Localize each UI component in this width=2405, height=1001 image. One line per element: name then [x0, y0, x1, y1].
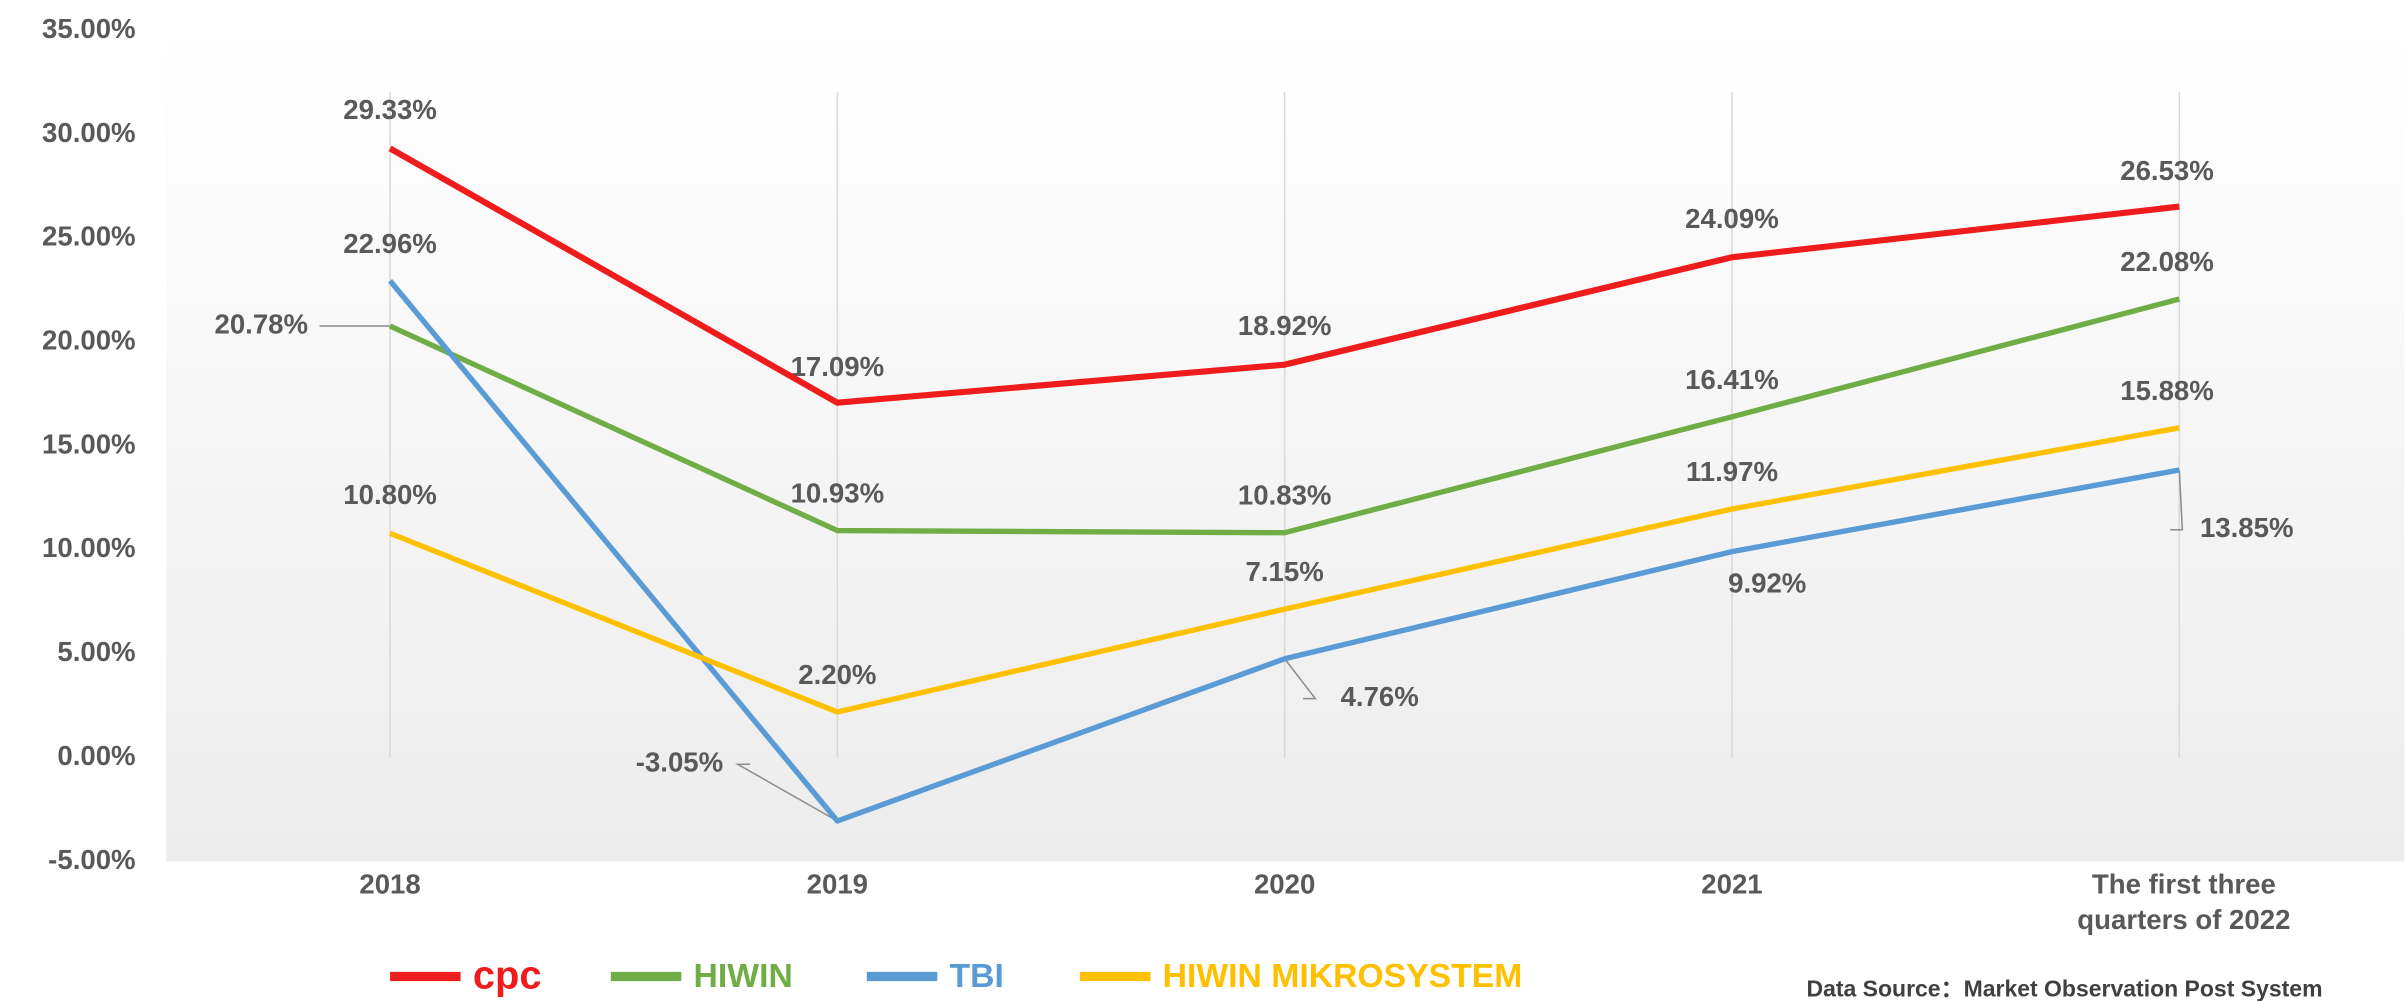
legend-label: TBI: [950, 957, 1004, 995]
data-label: 15.88%: [2120, 375, 2214, 406]
y-tick-label: 10.00%: [42, 532, 136, 563]
legend-label: HIWIN: [694, 957, 793, 995]
data-label: 22.96%: [343, 228, 437, 259]
y-tick-label: 0.00%: [57, 740, 135, 771]
data-label: 9.92%: [1728, 568, 1806, 599]
data-label: 18.92%: [1238, 310, 1332, 341]
series-line: [387, 279, 2180, 824]
y-tick-label: 25.00%: [42, 221, 136, 252]
data-label: 16.41%: [1685, 364, 1779, 395]
data-label: 13.85%: [2200, 512, 2294, 543]
series-line: [388, 296, 2180, 536]
data-label: 2.20%: [798, 659, 876, 690]
leader-line: [734, 763, 838, 822]
y-tick-label: 20.00%: [42, 325, 136, 356]
grid: [389, 91, 2181, 758]
data-label: 10.93%: [791, 478, 885, 509]
series-line: [389, 425, 2180, 715]
data-labels: 29.33% 17.09% 18.92% 24.09% 26.53% 20.78% 10.9…: [215, 94, 2294, 822]
x-tick-label: 2018: [359, 869, 421, 900]
data-label: -3.05%: [636, 747, 723, 778]
leader-line: [1284, 658, 1317, 700]
x-tick-label: 2020: [1253, 869, 1316, 900]
data-label: 26.53%: [2120, 155, 2214, 186]
leader-line: [2170, 469, 2184, 531]
data-label: 17.09%: [791, 351, 885, 382]
legend-label: cpc: [473, 954, 542, 998]
data-label: 20.78%: [215, 308, 309, 339]
x-tick-label-box: 2019: [806, 869, 869, 900]
legend-label: HIWIN MIKROSYSTEM: [1163, 957, 1523, 995]
x-tick-label: The first three quarters of 2022: [2077, 869, 2291, 936]
data-label: 29.33%: [343, 94, 437, 125]
data-label: 4.76%: [1341, 681, 1419, 712]
y-tick-label: -5.00%: [48, 844, 135, 875]
data-label: 24.09%: [1685, 203, 1779, 234]
x-tick-label-box: 2021: [1701, 869, 1763, 900]
y-tick-label: 5.00%: [57, 636, 135, 667]
data-label: 7.15%: [1246, 556, 1324, 587]
x-tick-label: 2019: [806, 869, 869, 900]
x-tick-label-box: 2018: [359, 869, 421, 900]
data-label: 10.80%: [343, 479, 437, 510]
data-label: 11.97%: [1686, 456, 1778, 487]
series-line: [388, 145, 2180, 406]
x-tick-label: 2021: [1701, 869, 1763, 900]
y-tick-label: 15.00%: [42, 428, 136, 459]
y-tick-label: 30.00%: [42, 117, 136, 148]
data-label: 10.83%: [1238, 480, 1332, 511]
x-tick-label-box: 2020: [1253, 869, 1316, 900]
data-label: 22.08%: [2120, 246, 2214, 277]
y-tick-label: 35.00%: [42, 13, 136, 44]
source-note: Data Source：Market Observation Post Syst…: [1806, 975, 2322, 1001]
x-tick-label-box: The first three quarters of 2022: [2077, 869, 2291, 936]
